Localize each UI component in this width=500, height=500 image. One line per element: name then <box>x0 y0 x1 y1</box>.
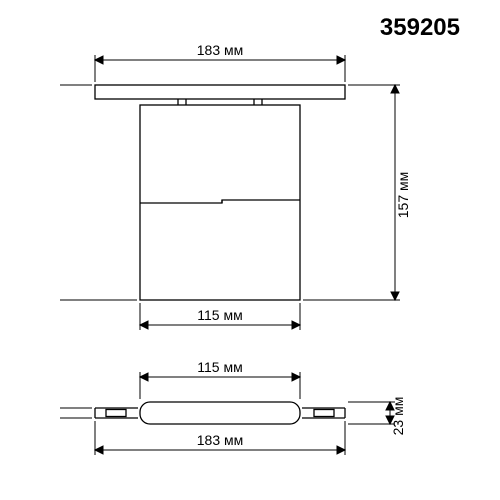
left-ext-side <box>60 408 92 418</box>
technical-drawing: 359205 <box>0 0 500 500</box>
side-dimensions: 115 мм 183 мм <box>95 359 395 455</box>
side-view <box>95 402 345 424</box>
dim-label-115-top: 115 мм <box>197 307 242 323</box>
dim-label-183-side: 183 мм <box>197 432 244 448</box>
dim-label-23: 23 мм <box>390 397 406 436</box>
dim-label-157-v: 157 мм <box>395 172 411 219</box>
product-id: 359205 <box>380 14 460 41</box>
dim-label-183-top: 183 мм <box>197 42 244 58</box>
dim-label-115-side: 115 мм <box>197 359 242 375</box>
